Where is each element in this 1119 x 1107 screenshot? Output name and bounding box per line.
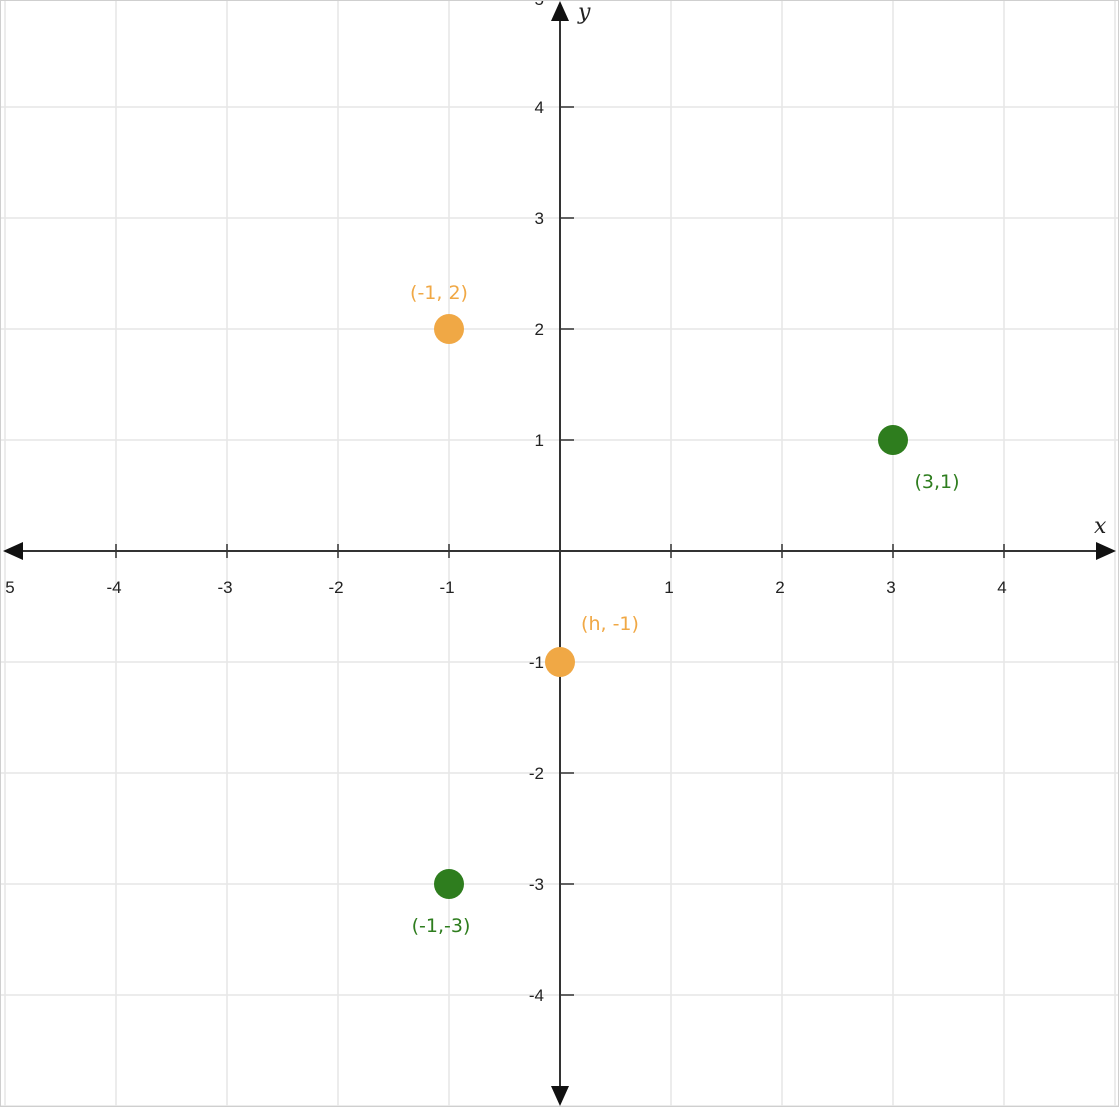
y-axis-arrow-down: [551, 1086, 569, 1106]
point-label: (3,1): [914, 471, 959, 493]
x-tick-label: 5: [5, 578, 14, 597]
data-point: [434, 869, 464, 899]
x-tick-label: -3: [217, 578, 232, 597]
y-tick-label: -3: [529, 875, 544, 894]
ticks: 5 -4 -3 -2 -1 1 2 3 4 4 3 2 1 -1 -2 -3 -4 5: [5, 1, 1006, 1005]
y-tick-label-top: 5: [535, 1, 544, 9]
point-label: (-1, 2): [410, 282, 468, 304]
x-axis-arrow-left: [3, 542, 23, 560]
data-point: [545, 647, 575, 677]
point-labels: (-1, 2) (h, -1) (3,1) (-1,-3): [410, 282, 959, 937]
x-tick-label: -4: [106, 578, 121, 597]
x-axis-arrow-right: [1096, 542, 1116, 560]
point-label: (h, -1): [581, 613, 639, 635]
y-tick-label: 2: [535, 320, 544, 339]
y-axis-arrow-up: [551, 1, 569, 21]
x-tick-label: -1: [439, 578, 454, 597]
x-tick-label: 4: [997, 578, 1006, 597]
y-tick-label: -4: [529, 986, 544, 1005]
x-axis-title: x: [1094, 514, 1107, 539]
x-tick-label: 1: [664, 578, 673, 597]
axes: xy: [3, 1, 1116, 1106]
y-tick-label: 3: [535, 209, 544, 228]
data-point: [878, 425, 908, 455]
x-tick-label: 2: [775, 578, 784, 597]
data-point: [434, 314, 464, 344]
point-label: (-1,-3): [412, 915, 471, 937]
y-axis-title: y: [577, 1, 591, 25]
x-tick-label: 3: [886, 578, 895, 597]
points: [434, 314, 908, 899]
y-tick-label: 1: [535, 431, 544, 450]
y-tick-label: -2: [529, 764, 544, 783]
y-tick-label: -1: [529, 653, 544, 672]
y-tick-label: 4: [535, 98, 544, 117]
x-tick-label: -2: [328, 578, 343, 597]
